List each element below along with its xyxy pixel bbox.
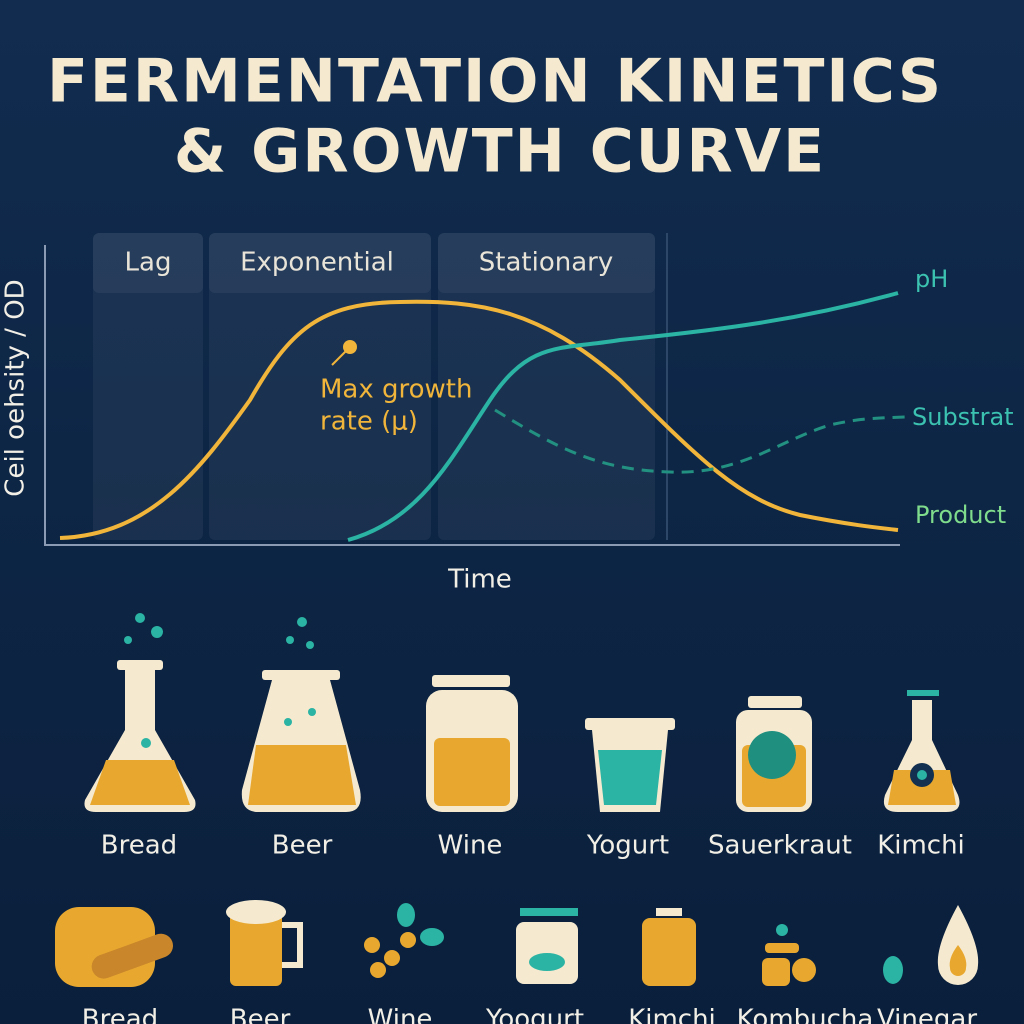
axes [44,245,900,546]
annotation: Max growth [320,375,472,405]
growth-curve [59,299,899,540]
product-label: Beer [272,831,333,861]
substrate-curve [494,408,906,474]
title-line: FERMENTATION KINETICS [47,47,943,117]
icons-row2 [55,900,979,987]
product-label: Bread [101,831,177,861]
phase-label: Lag [125,248,172,278]
x-axis-label: Time [447,565,512,595]
y-axis-label: Ceil oehsity / OD [1,279,31,496]
curve-label: Product [915,501,1006,529]
product-label: Wine [368,1005,433,1024]
ph-curve [347,291,899,542]
curve-label: pH [915,265,948,293]
annotation-pin [343,340,357,354]
phase-label: Stationary [479,248,613,278]
icons-row1 [84,613,960,812]
product-label: Yoogurt [485,1005,584,1024]
product-label: Wine [438,831,503,861]
product-label: Bread [82,1005,158,1024]
product-label: Yogurt [586,831,669,861]
title-line: & GROWTH CURVE [174,117,826,187]
product-label: Kimchi [628,1005,716,1024]
phase-panels [93,233,655,540]
product-label: Kimchi [877,831,965,861]
product-label: Beer [230,1005,291,1024]
annotation: rate (μ) [320,407,418,437]
product-label: Sauerkraut [708,831,852,861]
phase-label: Exponential [240,248,394,278]
curve-label: Substrat [912,403,1014,431]
product-label: Kombucha [737,1005,874,1024]
product-label: Vinegar [877,1005,977,1024]
